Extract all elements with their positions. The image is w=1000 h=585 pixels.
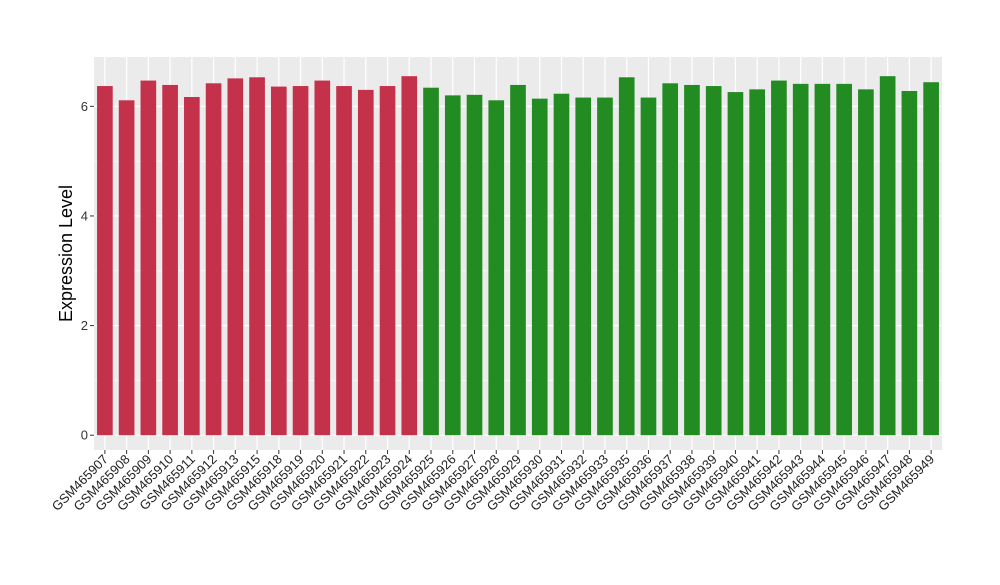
bar-GSM465943 — [792, 83, 809, 436]
bar-GSM465944 — [814, 83, 831, 436]
bar-GSM465910 — [162, 84, 178, 436]
bar-GSM465940 — [727, 92, 744, 436]
bar-GSM465929 — [510, 84, 526, 436]
bar-GSM465911 — [184, 97, 200, 436]
bar-GSM465927 — [466, 94, 483, 436]
bar-GSM465941 — [749, 89, 766, 436]
y-tick-label: 6 — [81, 99, 88, 114]
y-tick-label: 0 — [81, 428, 88, 443]
bar-GSM465923 — [379, 86, 396, 436]
bar-GSM465919 — [292, 86, 309, 436]
x-axis: GSM465907GSM465908GSM465909GSM465910GSM4… — [49, 450, 937, 514]
bar-GSM465933 — [597, 97, 613, 436]
bar-GSM465921 — [336, 86, 352, 436]
bar-GSM465931 — [553, 93, 570, 436]
bar-GSM465948 — [901, 90, 918, 436]
y-tick-label: 2 — [81, 318, 88, 333]
bar-GSM465915 — [249, 77, 265, 436]
y-axis: 0 2 4 6 — [81, 99, 94, 443]
y-tick-label: 4 — [81, 208, 88, 223]
bar-GSM465928 — [488, 100, 505, 436]
bar-GSM465949 — [923, 82, 939, 436]
bar-GSM465935 — [618, 77, 635, 436]
bar-GSM465913 — [227, 78, 244, 436]
bar-GSM465909 — [140, 80, 157, 436]
bar-GSM465946 — [858, 89, 874, 436]
bar-GSM465938 — [684, 84, 700, 436]
bar-GSM465924 — [401, 76, 418, 436]
bar-GSM465912 — [205, 83, 222, 436]
bar-GSM465942 — [771, 80, 787, 436]
bar-GSM465925 — [423, 87, 439, 436]
bar-GSM465937 — [662, 83, 679, 436]
bar-GSM465930 — [531, 98, 548, 436]
bar-GSM465918 — [270, 86, 287, 436]
bar-GSM465908 — [118, 100, 135, 436]
bar-GSM465926 — [444, 95, 461, 436]
bar-GSM465936 — [640, 97, 657, 436]
bar-GSM465939 — [705, 86, 722, 436]
bars — [97, 76, 939, 436]
y-axis-label: Expression Level — [56, 185, 76, 322]
bar-GSM465947 — [879, 76, 896, 436]
bar-GSM465932 — [575, 97, 592, 436]
bar-GSM465945 — [836, 83, 852, 436]
bar-GSM465907 — [97, 86, 113, 436]
bar-GSM465920 — [314, 80, 331, 436]
bar-GSM465922 — [357, 89, 374, 436]
